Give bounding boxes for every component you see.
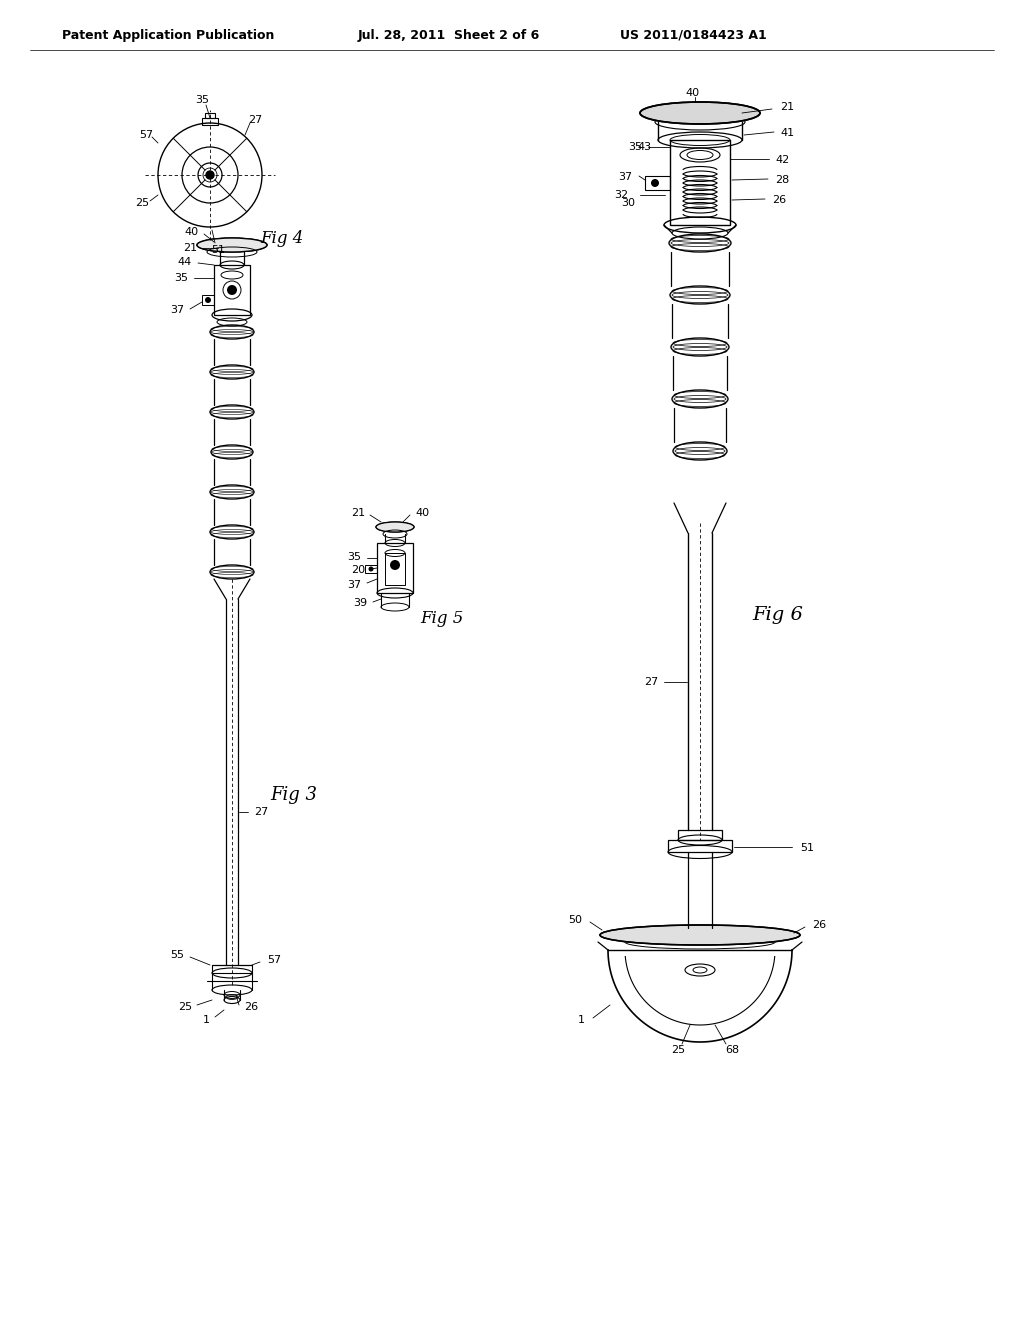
Text: 21: 21: [183, 243, 197, 253]
Text: 21: 21: [351, 508, 365, 517]
Bar: [365, 565, 377, 573]
Text: 41: 41: [780, 128, 795, 139]
Text: 39: 39: [353, 598, 367, 609]
Text: 1: 1: [578, 1015, 585, 1026]
Ellipse shape: [376, 521, 414, 532]
Circle shape: [205, 297, 211, 304]
Circle shape: [206, 172, 214, 180]
Text: 26: 26: [812, 920, 826, 931]
Text: 28: 28: [775, 176, 790, 185]
Text: 40: 40: [185, 227, 199, 238]
Text: 50: 50: [568, 915, 582, 925]
Text: 42: 42: [775, 154, 790, 165]
Text: 27: 27: [644, 677, 658, 686]
Bar: [202, 294, 214, 305]
Text: Fig 3: Fig 3: [270, 785, 317, 804]
Bar: [668, 840, 732, 851]
Circle shape: [390, 560, 400, 570]
Text: 25: 25: [135, 198, 150, 209]
Bar: [670, 140, 730, 224]
Text: Fig 5: Fig 5: [420, 610, 464, 627]
Text: US 2011/0184423 A1: US 2011/0184423 A1: [620, 29, 767, 41]
Text: 40: 40: [415, 508, 429, 517]
Text: 30: 30: [621, 198, 635, 209]
Text: 25: 25: [671, 1045, 685, 1055]
Bar: [202, 117, 218, 125]
Text: 51: 51: [211, 246, 225, 255]
Text: 35: 35: [628, 143, 642, 152]
Ellipse shape: [197, 238, 267, 252]
Bar: [377, 543, 413, 593]
Circle shape: [227, 285, 237, 294]
Text: 32: 32: [613, 190, 628, 201]
Text: 55: 55: [170, 950, 184, 960]
Text: 43: 43: [638, 143, 652, 152]
Text: 37: 37: [347, 579, 361, 590]
Text: 20: 20: [351, 565, 365, 576]
Text: 37: 37: [617, 172, 632, 182]
Text: 21: 21: [780, 102, 795, 112]
Bar: [205, 114, 215, 117]
Text: 40: 40: [685, 88, 699, 98]
Text: Fig 6: Fig 6: [752, 606, 803, 624]
Text: 27: 27: [254, 807, 268, 817]
Circle shape: [369, 566, 374, 572]
Text: 37: 37: [170, 305, 184, 315]
Bar: [678, 830, 722, 840]
Text: 35: 35: [347, 552, 361, 562]
Bar: [645, 176, 670, 190]
Circle shape: [651, 180, 659, 187]
Text: 27: 27: [248, 115, 262, 125]
Text: Fig 4: Fig 4: [260, 230, 303, 247]
Text: 44: 44: [178, 257, 193, 267]
Text: 57: 57: [267, 954, 282, 965]
Text: 26: 26: [772, 195, 786, 205]
Text: 68: 68: [725, 1045, 739, 1055]
Ellipse shape: [600, 925, 800, 945]
Bar: [385, 553, 406, 585]
Text: 26: 26: [244, 1002, 258, 1012]
Text: Jul. 28, 2011  Sheet 2 of 6: Jul. 28, 2011 Sheet 2 of 6: [358, 29, 541, 41]
Text: 57: 57: [139, 129, 153, 140]
Text: 1: 1: [203, 1015, 210, 1026]
Ellipse shape: [640, 102, 760, 124]
Text: Patent Application Publication: Patent Application Publication: [62, 29, 274, 41]
Text: 35: 35: [174, 273, 188, 282]
Text: 35: 35: [195, 95, 209, 106]
Text: 25: 25: [178, 1002, 193, 1012]
Text: 51: 51: [800, 843, 814, 853]
Bar: [214, 265, 250, 315]
